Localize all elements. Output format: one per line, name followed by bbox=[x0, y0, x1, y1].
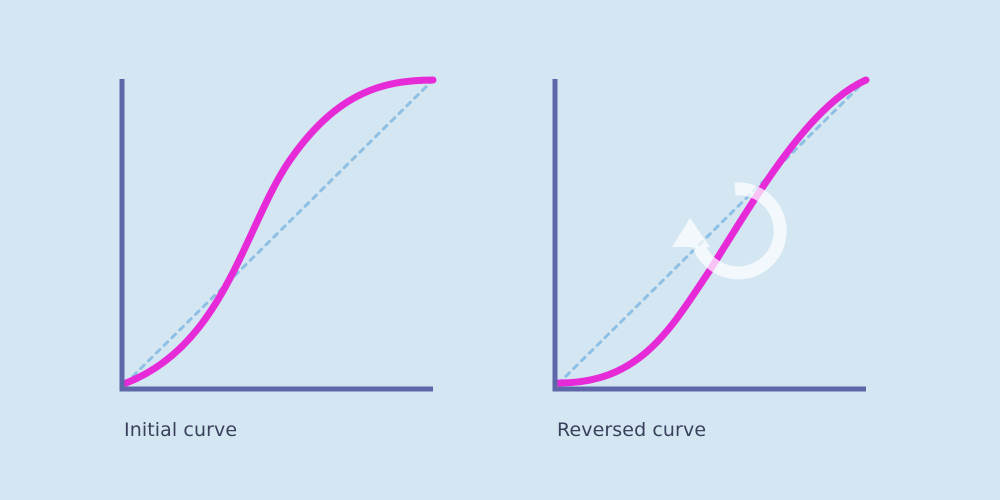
initial-curve bbox=[122, 76, 437, 387]
caption-reversed-curve: Reversed curve bbox=[557, 419, 707, 441]
panel-initial-curve bbox=[119, 76, 437, 392]
caption-initial-curve: Initial curve bbox=[124, 419, 238, 441]
rotate-counterclockwise-arrow-icon bbox=[672, 182, 787, 280]
axes bbox=[119, 79, 433, 392]
reference-diagonal-line bbox=[123, 78, 435, 386]
reference-diagonal-line bbox=[556, 78, 868, 386]
panel-reversed-curve bbox=[552, 76, 870, 392]
axes bbox=[552, 79, 866, 392]
